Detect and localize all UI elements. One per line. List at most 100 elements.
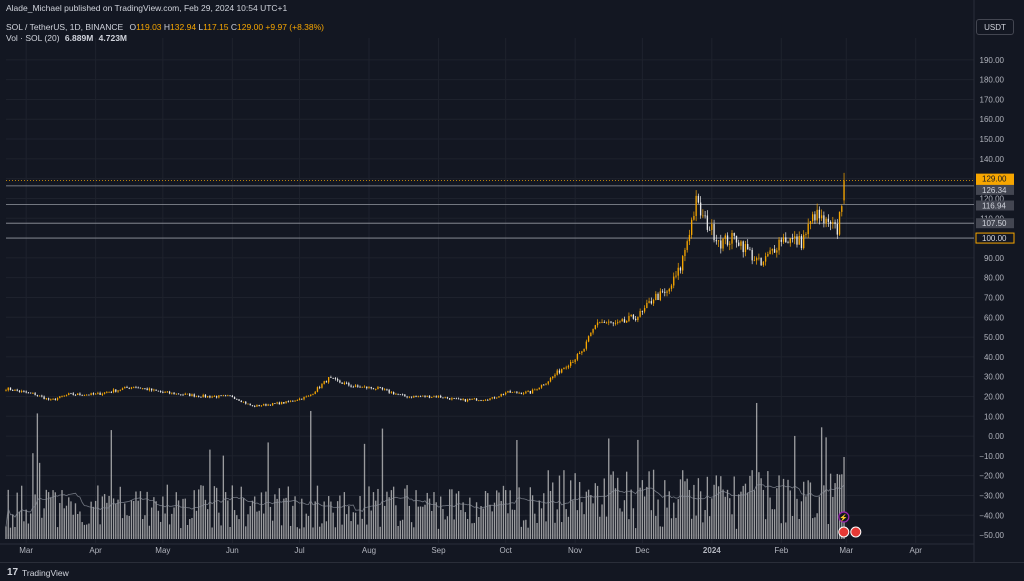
volume-bar [419,506,422,539]
candle-body [522,393,525,395]
volume-bar [177,500,180,539]
candle-body [361,386,363,388]
volume-bar [684,481,686,539]
candle-body [263,404,265,406]
candle-body [422,395,424,397]
volume-bar [314,501,316,539]
candle-body [316,387,319,392]
candle-body [242,401,245,403]
volume-bar [34,494,36,539]
candle-body [455,398,458,400]
volume-bar [72,514,74,539]
x-tick-label: Mar [19,546,33,555]
candle-body [54,398,56,400]
volume-bar [547,470,549,539]
published-info: Alade_Michael published on TradingView.c… [6,3,288,13]
volume-bar [558,475,561,539]
volume-bar [103,494,106,539]
candle-body [254,405,256,407]
candle-body [399,394,402,396]
volume-bar [319,526,321,539]
candle-body [726,235,729,245]
candle-body [191,394,193,397]
candle-body [224,395,227,397]
candle-body [240,400,242,403]
candle-body [137,387,139,389]
candle-body [92,393,95,395]
event-markers[interactable]: ⚡ [838,511,862,538]
volume-bar [677,499,679,539]
candle-body [14,389,16,391]
volume-bar [32,453,34,539]
volume-bar [464,512,467,539]
volume-bar [713,484,715,539]
price-tag-value: 107.50 [982,219,1007,228]
candle-body [773,249,776,253]
candle-body [798,236,800,245]
volume-bar [435,502,437,539]
volume-bar [354,512,357,539]
y-tick-label: −40.00 [979,511,1004,520]
candle-body [386,389,388,391]
volume-bar [287,486,290,539]
y-tick-label: 20.00 [984,392,1005,401]
candle-body [834,222,836,224]
volume-bar [52,490,54,539]
candle-body [574,359,576,363]
volume-bar [159,521,162,539]
volume-bar [639,487,641,539]
candle-body [614,322,617,324]
volume-bar [738,494,740,539]
candle-body [634,318,637,321]
volume-bar [444,519,446,539]
time-axis[interactable]: Mar Apr May Jun Jul Aug Sep Oct Nov Dec 2024 Feb Mar… [19,546,922,555]
currency-button[interactable]: USDT [976,19,1014,35]
volume-bar [206,509,209,539]
y-tick-label: −20.00 [979,472,1004,481]
volume-bar [782,478,785,539]
candle-body [713,224,715,241]
volume-bar [630,489,632,539]
volume-bar [368,486,370,539]
volume-bar [484,490,487,539]
candle-body [162,392,164,393]
volume-bar [561,522,563,539]
candle-body [375,388,377,390]
candle-body [130,387,133,389]
volume-bar [274,494,276,539]
candle-body [267,404,269,406]
candle-body [146,388,148,391]
volume-bar [480,506,482,539]
volume-bar [534,513,536,539]
volume-bar [50,497,52,539]
volume-bar [381,428,384,539]
candle-body [619,321,621,323]
volume-bar [829,473,832,539]
candle-body [437,395,440,398]
candle-body [220,395,222,397]
volume-bar [146,491,148,539]
candle-body [106,392,108,393]
volume-bar [487,493,489,539]
candle-body [473,398,475,400]
volume-bar [124,503,126,539]
candle-body [531,389,534,394]
candle-body [330,377,332,378]
candle-body [457,398,460,400]
volume-bar [428,498,431,539]
candle-body [448,398,451,400]
volume-bar [704,510,706,539]
candle-body [204,394,207,398]
candle-body [103,392,106,394]
volume-bar [245,526,247,539]
candle-body [780,239,782,242]
volume-bar [695,515,697,539]
volume-bar [220,525,222,539]
candle-body [491,397,493,399]
candle-body [323,381,325,384]
volume-bar [460,510,462,539]
us-flag-event-icon [838,526,850,538]
volume-bar [359,496,361,539]
volume-bar [142,519,144,539]
